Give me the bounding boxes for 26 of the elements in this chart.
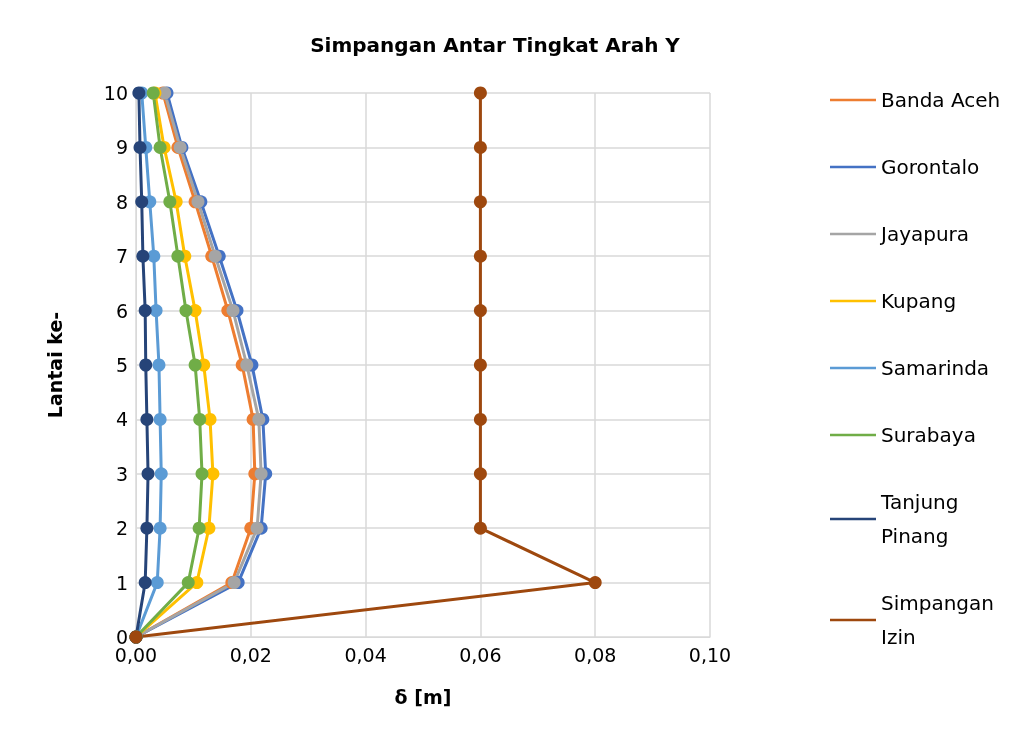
legend-label: Surabaya <box>881 423 976 447</box>
y-tick-label: 1 <box>115 571 128 594</box>
y-tick-label: 6 <box>115 299 128 322</box>
y-tick-label: 8 <box>115 190 128 213</box>
legend-label: Gorontalo <box>881 155 980 179</box>
legend-label: Simpangan Izin <box>881 591 1001 649</box>
x-tick-label: 0,02 <box>229 643 272 666</box>
y-tick-label: 10 <box>103 82 128 104</box>
y-axis-title: Lantai ke- <box>43 311 66 419</box>
x-tick-label: 0,06 <box>459 643 502 666</box>
x-axis-title: δ [m] <box>394 685 452 708</box>
y-tick-label: 5 <box>115 354 128 376</box>
x-tick-label: 0,10 <box>688 643 732 666</box>
legend-label: Kupang <box>881 289 957 313</box>
y-tick-label: 2 <box>115 517 128 540</box>
y-tick-label: 3 <box>115 462 128 485</box>
x-tick-label: 0,08 <box>574 643 617 666</box>
y-tick-label: 7 <box>115 245 128 268</box>
legend-label: Tanjung Pinang <box>880 490 965 548</box>
legend-label: Jayapura <box>879 222 970 246</box>
legend-label: Banda Aceh <box>881 88 1001 112</box>
x-tick-label: 0,04 <box>344 643 387 666</box>
chart-title: Simpangan Antar Tingkat Arah Y <box>310 33 681 57</box>
legend-label: Samarinda <box>881 356 990 380</box>
y-tick-label: 4 <box>115 408 128 431</box>
y-tick-label: 9 <box>115 136 128 159</box>
